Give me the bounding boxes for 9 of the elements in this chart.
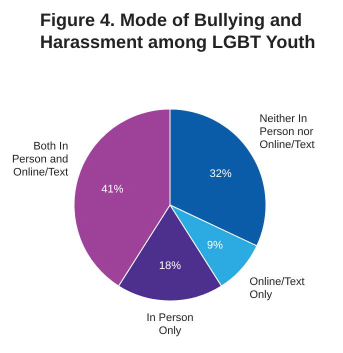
data-label: 9% (207, 240, 224, 252)
slice-label: Both In Person and Online/Text (12, 140, 68, 178)
chart-title: Figure 4. Mode of Bullying and Harassment among LGBT Youth (40, 10, 316, 52)
data-label: 32% (210, 168, 232, 180)
data-label: 18% (158, 260, 182, 272)
slice-label: Online/Text Only (250, 276, 305, 302)
slice-label: Neither In Person nor Online/Text (260, 113, 315, 152)
data-label: 41% (101, 183, 124, 196)
slice-label: In Person Only (146, 312, 194, 337)
